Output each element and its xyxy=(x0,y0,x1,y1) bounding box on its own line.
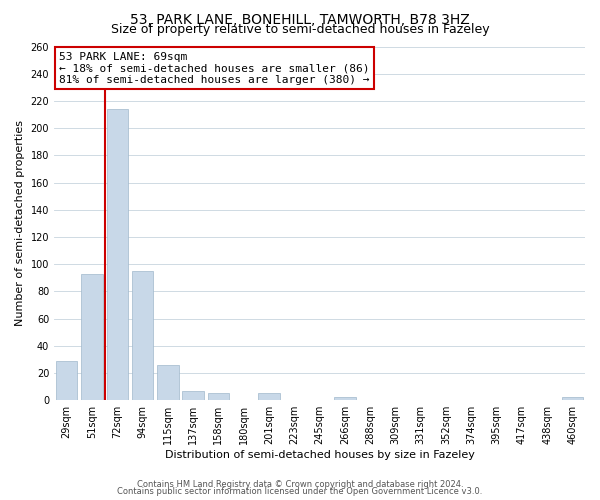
X-axis label: Distribution of semi-detached houses by size in Fazeley: Distribution of semi-detached houses by … xyxy=(164,450,475,460)
Bar xyxy=(334,398,356,400)
Bar xyxy=(56,361,77,400)
Y-axis label: Number of semi-detached properties: Number of semi-detached properties xyxy=(15,120,25,326)
Bar xyxy=(182,390,204,400)
Text: Size of property relative to semi-detached houses in Fazeley: Size of property relative to semi-detach… xyxy=(110,22,490,36)
Text: 53, PARK LANE, BONEHILL, TAMWORTH, B78 3HZ: 53, PARK LANE, BONEHILL, TAMWORTH, B78 3… xyxy=(130,12,470,26)
Bar xyxy=(81,274,103,400)
Bar xyxy=(562,398,583,400)
Bar xyxy=(208,394,229,400)
Bar xyxy=(132,271,153,400)
Bar xyxy=(258,394,280,400)
Bar xyxy=(157,365,179,400)
Text: Contains HM Land Registry data © Crown copyright and database right 2024.: Contains HM Land Registry data © Crown c… xyxy=(137,480,463,489)
Text: 53 PARK LANE: 69sqm
← 18% of semi-detached houses are smaller (86)
81% of semi-d: 53 PARK LANE: 69sqm ← 18% of semi-detach… xyxy=(59,52,370,85)
Bar xyxy=(107,109,128,400)
Text: Contains public sector information licensed under the Open Government Licence v3: Contains public sector information licen… xyxy=(118,487,482,496)
